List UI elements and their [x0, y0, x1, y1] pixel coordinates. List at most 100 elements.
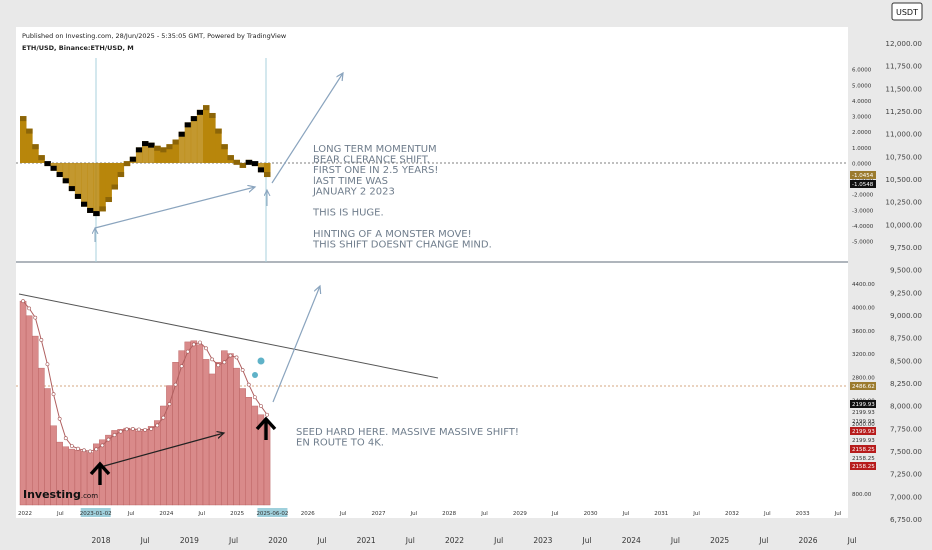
inner-x-tick-label: 2033	[796, 511, 810, 517]
buy-arrow-right	[255, 416, 277, 440]
price-y-tick-label: 2000.00	[852, 422, 875, 428]
ma-marker	[118, 429, 123, 434]
annotation-upper-line: THIS IS HUGE.	[312, 208, 384, 219]
inner-x-tick-label: Jul	[127, 511, 135, 517]
ma-marker	[94, 447, 99, 452]
outer-x-tick-label: 2020	[268, 536, 287, 545]
price-bar	[38, 367, 45, 506]
momentum-bar-tip	[68, 186, 76, 192]
inner-x-tick-label: 2025	[230, 511, 244, 517]
price-bar	[32, 335, 39, 506]
momentum-bar	[190, 116, 198, 163]
outer-x-tick-label: 2018	[91, 536, 110, 545]
ma-marker	[210, 357, 215, 362]
ma-marker	[143, 427, 147, 432]
price-bar	[184, 341, 191, 506]
price-bar	[153, 420, 161, 506]
outer-y-tick-label: 8,000.00	[890, 402, 922, 411]
ma-marker	[137, 427, 141, 432]
price-y-tick-label: 3600.00	[852, 329, 875, 335]
momentum-bar-tip	[172, 139, 179, 145]
momentum-bar-tip	[50, 165, 57, 171]
momentum-y-tick-label: -5.0000	[852, 240, 874, 246]
outer-y-tick-label: 10,000.00	[885, 220, 922, 229]
annotation-upper-line: THIS SHIFT DOESNT CHANGE MIND.	[312, 239, 492, 250]
momentum-bar-tip	[227, 155, 234, 161]
momentum-bar-tip	[123, 161, 131, 167]
inner-x-tick-label: 2027	[371, 511, 385, 517]
price-y-tick-label: 4400.00	[852, 282, 875, 288]
momentum-bar-tip	[93, 211, 100, 217]
ma-marker	[216, 363, 221, 368]
outer-y-tick-label: 7,750.00	[890, 424, 922, 433]
momentum-bar-tip	[26, 128, 33, 134]
price-bar	[251, 405, 259, 506]
momentum-bar-tip	[196, 109, 204, 115]
annotation-lower-line: EN ROUTE TO 4K.	[296, 438, 384, 449]
outer-x-tick-label: 2019	[180, 536, 199, 545]
momentum-bar-tip	[154, 145, 161, 151]
momentum-value-badge	[850, 171, 876, 179]
momentum-bar	[117, 162, 125, 178]
outer-x-tick-label: 2026	[798, 536, 817, 545]
momentum-bar	[87, 162, 94, 213]
ma-marker	[179, 364, 184, 369]
outer-y-tick-label: 11,500.00	[885, 84, 922, 93]
momentum-bar-tip	[117, 172, 125, 178]
outer-x-axis: 2018 Jul 2019 Jul 2020 Jul 2021 Jul 2022 Jul 2023 J…	[91, 536, 856, 545]
ma-marker	[198, 340, 202, 345]
price-right-labels: 2486.62 2199.93 2199.93 2199.93 2199.93 2199.…	[850, 382, 876, 470]
investing-logo: Investing.com	[23, 488, 98, 501]
ma-marker	[112, 433, 117, 438]
ma-marker	[33, 315, 38, 320]
momentum-bar-tip	[160, 147, 167, 153]
outer-y-tick-label: 7,250.00	[890, 470, 922, 479]
price-value-label: 2199.93	[852, 419, 875, 425]
momentum-bar	[68, 162, 76, 192]
price-bar	[202, 359, 210, 506]
inner-x-tick-label: 2025-06-02	[256, 511, 288, 517]
momentum-bar-tip	[184, 122, 192, 128]
momentum-bar-tip	[251, 161, 259, 167]
inner-x-tick-label: Jul	[551, 511, 559, 517]
momentum-bar	[178, 131, 186, 163]
outer-x-tick-label: 2024	[622, 536, 641, 545]
annotation-upper-line: lAST TIME WAS	[313, 176, 388, 187]
inner-x-tick-label: 2028	[442, 511, 456, 517]
annotation-upper-line: LONG TERM MOMENTUM	[313, 144, 437, 155]
outer-y-tick-label: 11,000.00	[885, 130, 922, 139]
momentum-y-tick-label: 6.0000	[852, 68, 872, 74]
momentum-divergence-arrow	[94, 187, 255, 229]
ma-marker	[51, 392, 56, 397]
ma-marker	[246, 382, 251, 387]
inner-x-tick-label: Jul	[480, 511, 488, 517]
ma-marker	[106, 437, 111, 442]
momentum-bar-tip	[99, 206, 106, 212]
ma-marker	[161, 415, 166, 420]
ma-marker	[228, 353, 233, 358]
outer-x-tick-label: Jul	[316, 536, 326, 545]
outer-x-tick-label: Jul	[228, 536, 238, 545]
ma-marker	[69, 444, 74, 448]
price-bar	[239, 388, 246, 506]
momentum-bar	[215, 128, 222, 163]
momentum-bar	[142, 141, 149, 163]
inner-x-tick-label: 2030	[584, 511, 598, 517]
momentum-bar-tip	[178, 131, 186, 137]
outer-y-tick-label: 9,250.00	[890, 288, 922, 297]
ma-marker	[88, 449, 93, 454]
momentum-y-tick-label: 4.0000	[852, 99, 872, 105]
highlight-date-badge	[80, 508, 111, 517]
momentum-bar-tip	[56, 172, 64, 178]
momentum-last-labels: -1.0454 -1.0548	[850, 171, 876, 188]
ma-marker	[204, 346, 208, 351]
momentum-value-label: -1.0548	[852, 182, 874, 188]
momentum-bar	[26, 128, 33, 163]
momentum-bar-tip	[81, 201, 88, 207]
inner-x-tick-label: 2031	[654, 511, 668, 517]
currency-badge[interactable]	[891, 2, 923, 21]
price-projection-arrow	[272, 286, 320, 403]
ma-marker	[82, 448, 86, 453]
outer-y-tick-label: 10,750.00	[885, 152, 922, 161]
